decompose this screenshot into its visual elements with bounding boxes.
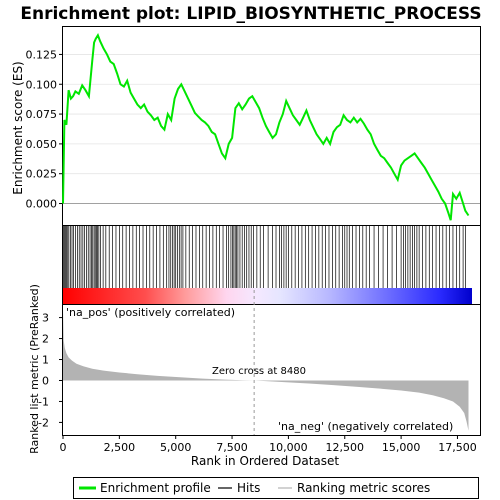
metric-tick-label: 0 — [42, 374, 49, 387]
na-pos-label: 'na_pos' (positively correlated) — [66, 306, 235, 319]
es-tick-label: 0.125 — [26, 48, 58, 61]
enrichment-panel: 0.000 0.025 0.050 0.075 0.100 0.125 Enrichmen… — [11, 26, 481, 226]
metric-tick-label: -1 — [38, 395, 49, 408]
es-tick-label: 0.050 — [26, 138, 58, 151]
legend-enrichment-label: Enrichment profile — [100, 481, 211, 495]
ranking-metric-panel: -2 -1 0 1 2 3 'na_pos' (positively correlated… — [28, 284, 481, 454]
metric-tick-label: -2 — [38, 416, 49, 429]
legend-ranking-label: Ranking metric scores — [297, 481, 430, 495]
legend-box — [73, 477, 479, 499]
na-neg-label: 'na_neg' (negatively correlated) — [278, 420, 453, 433]
es-tick-label: 0.100 — [26, 78, 58, 91]
legend-hits-label: Hits — [237, 481, 260, 495]
x-tick-label: 5,000 — [160, 441, 192, 454]
chart-title: Enrichment plot: LIPID_BIOSYNTHETIC_PROC… — [20, 4, 481, 24]
metric-tick-label: 3 — [42, 312, 49, 325]
es-tick-label: 0.000 — [26, 198, 58, 211]
enrichment-panel-frame — [62, 26, 481, 226]
x-tick-label: 12,500 — [326, 441, 365, 454]
x-tick-label: 10,000 — [269, 441, 308, 454]
x-tick-label: 15,000 — [382, 441, 421, 454]
x-tick-label: 17,500 — [438, 441, 477, 454]
enrichment-profile-line — [62, 33, 470, 221]
x-tick-label: 0 — [60, 441, 67, 454]
x-axis-label: Rank in Ordered Dataset — [191, 454, 339, 468]
legend: Enrichment profile Hits Ranking metric s… — [73, 477, 479, 499]
metric-axis-label: Ranked list metric (PreRanked) — [28, 284, 41, 454]
ranking-metric-panel-frame — [62, 304, 481, 436]
correlation-band — [63, 288, 472, 304]
es-tick-label: 0.075 — [26, 108, 58, 121]
x-tick-label: 7,500 — [216, 441, 248, 454]
es-tick-label: 0.025 — [26, 168, 58, 181]
hits-panel — [62, 225, 481, 305]
es-axis-label: Enrichment score (ES) — [11, 61, 25, 194]
x-axis: 0 2,500 5,000 7,500 10,000 12,500 15,000 17,500 — [60, 435, 477, 454]
metric-tick-label: 2 — [42, 333, 49, 346]
metric-tick-label: 1 — [42, 354, 49, 367]
zero-cross-label: Zero cross at 8480 — [212, 366, 306, 377]
x-tick-label: 2,500 — [104, 441, 136, 454]
